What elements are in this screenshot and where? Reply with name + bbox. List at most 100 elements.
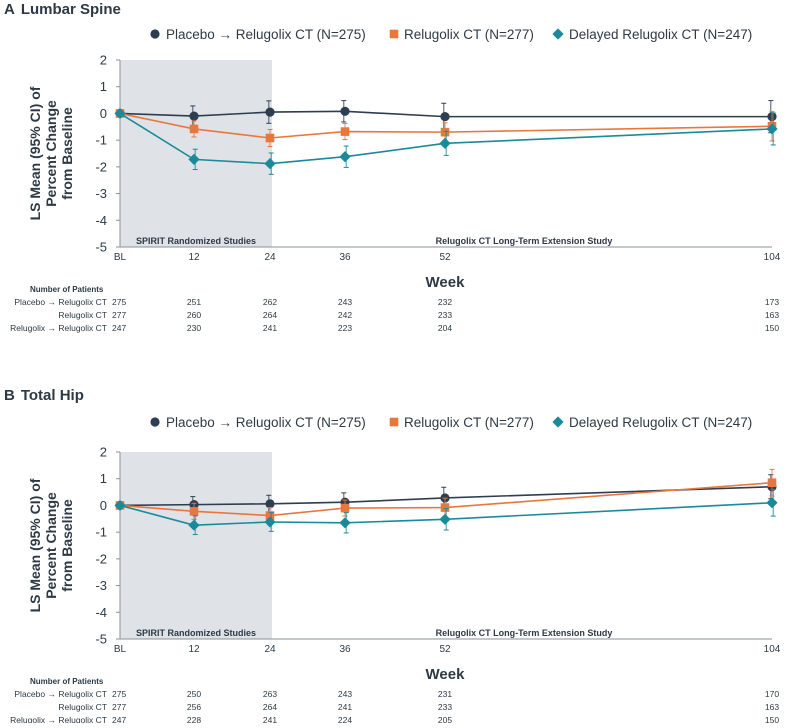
patients-row-label: Relugolix CT: [58, 702, 107, 712]
legend-label: Delayed Relugolix CT (N=247): [569, 415, 752, 430]
shaded-region: [120, 60, 272, 247]
legend-label: Relugolix CT (N=277): [404, 27, 534, 42]
data-point: [340, 106, 350, 116]
y-tick-label: -1: [95, 525, 107, 540]
x-tick-label: 104: [764, 252, 781, 263]
patients-count: 204: [438, 323, 452, 333]
patients-count: 163: [765, 310, 779, 320]
data-point: [767, 478, 777, 488]
series: [114, 107, 778, 175]
patients-count: 205: [438, 715, 452, 723]
x-tick-label: 12: [188, 252, 200, 263]
shaded-region: [120, 452, 272, 639]
patients-row-label: Relugolix → Relugolix CT: [10, 715, 107, 723]
series-line: [119, 110, 772, 118]
y-tick-label: -1: [95, 133, 107, 148]
data-point: [766, 123, 778, 135]
patients-count: 277: [112, 702, 126, 712]
patients-count: 260: [187, 310, 201, 320]
x-tick-label: 12: [188, 644, 200, 655]
data-point: [264, 516, 276, 528]
x-tick-label: 24: [264, 252, 276, 263]
legend-label: Placebo → Relugolix CT (N=275): [166, 27, 366, 42]
patients-count: 264: [263, 702, 277, 712]
data-point: [265, 511, 275, 520]
patients-row-label: Relugolix CT: [58, 310, 107, 320]
series-line: [119, 481, 773, 517]
x-tick-label: 52: [439, 644, 451, 655]
data-point: [440, 112, 450, 122]
data-point: [339, 517, 351, 529]
patients-count: 275: [112, 689, 126, 699]
legend-marker: [389, 29, 399, 39]
series: [114, 488, 778, 536]
series-line: [119, 485, 773, 507]
y-axis-title-line: Percent Change: [43, 492, 59, 599]
y-axis-title-line: Percent Change: [43, 100, 59, 207]
patients-count: 231: [438, 689, 452, 699]
data-point: [265, 499, 275, 509]
patients-count: 163: [765, 702, 779, 712]
patients-row-label: Placebo → Relugolix CT: [14, 297, 107, 307]
x-axis-title: Week: [426, 274, 466, 291]
patients-count: 243: [338, 689, 352, 699]
series-line: [119, 112, 773, 165]
patients-count: 262: [263, 297, 277, 307]
x-tick-label: 36: [339, 644, 351, 655]
patients-count: 247: [112, 323, 126, 333]
y-tick-label: -5: [95, 632, 107, 647]
panel-a: A Lumbar Spine Placebo → Relugolix CT (N=2…: [4, 1, 781, 333]
patients-count: 170: [765, 689, 779, 699]
series: [115, 468, 777, 525]
data-point: [189, 124, 199, 134]
panel-title: B Total Hip: [4, 387, 84, 404]
panel-name: Total Hip: [21, 387, 84, 404]
patients-count: 256: [187, 702, 201, 712]
legend-label: Relugolix CT (N=277): [404, 415, 534, 430]
patients-count: 232: [438, 297, 452, 307]
panel-letter: B: [4, 387, 15, 404]
data-point: [114, 499, 126, 512]
legend-marker: [150, 29, 160, 39]
patients-count: 242: [338, 310, 352, 320]
patients-row-label: Relugolix → Relugolix CT: [10, 323, 107, 333]
legend-marker: [552, 416, 564, 428]
patients-row-label: Placebo → Relugolix CT: [14, 689, 107, 699]
data-point: [439, 137, 451, 149]
patients-count: 241: [263, 323, 277, 333]
y-axis-title: LS Mean (95% CI) ofPercent Changefrom Ba…: [27, 478, 75, 612]
patients-count: 150: [765, 323, 779, 333]
patients-count: 223: [338, 323, 352, 333]
legend-marker: [150, 417, 160, 427]
legend-item: Delayed Relugolix CT (N=247): [552, 27, 752, 42]
y-tick-label: 0: [100, 498, 107, 513]
legend-marker: [389, 417, 399, 427]
legend-item: Relugolix CT (N=277): [389, 27, 534, 42]
data-point: [188, 153, 200, 165]
y-tick-label: 2: [100, 53, 107, 68]
patients-count: 233: [438, 702, 452, 712]
patients-count: 224: [338, 715, 352, 723]
data-point: [340, 127, 350, 136]
data-point: [339, 151, 351, 163]
legend-item: Relugolix CT (N=277): [389, 415, 534, 430]
legend-item: Placebo → Relugolix CT (N=275): [150, 27, 366, 42]
data-point: [264, 158, 276, 170]
x-tick-label: BL: [114, 252, 127, 263]
series-line: [119, 112, 773, 139]
region-label: SPIRIT Randomized Studies: [136, 628, 256, 638]
data-point: [189, 507, 199, 516]
x-tick-label: 36: [339, 252, 351, 263]
data-point: [440, 503, 450, 512]
y-tick-label: 1: [100, 471, 107, 486]
patients-count: 150: [765, 715, 779, 723]
patients-count: 243: [338, 297, 352, 307]
y-tick-label: -4: [95, 605, 107, 620]
region-label: SPIRIT Randomized Studies: [136, 236, 256, 246]
y-tick-label: -2: [95, 159, 107, 174]
patients-header: Number of Patients: [30, 285, 104, 294]
patients-count: 263: [263, 689, 277, 699]
data-point: [265, 107, 275, 117]
y-tick-label: -3: [95, 578, 107, 593]
